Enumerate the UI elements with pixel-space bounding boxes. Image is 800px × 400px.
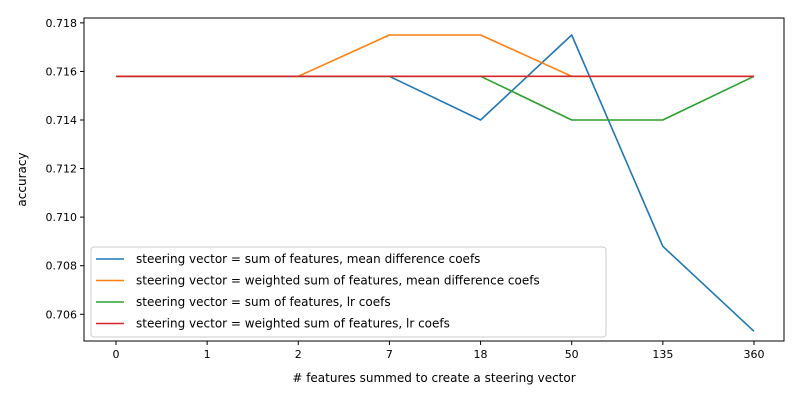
legend-label-4: steering vector = weighted sum of featur…: [136, 317, 450, 331]
x-tick-label: 7: [386, 348, 393, 361]
x-tick-label: 18: [474, 348, 488, 361]
y-axis-label: accuracy: [15, 152, 29, 206]
y-tick-label: 0.716: [46, 65, 78, 78]
y-axis: 0.706 0.708 0.710 0.712 0.714 0.716 0.718: [46, 17, 84, 321]
x-tick-label: 1: [204, 348, 211, 361]
x-axis-label: # features summed to create a steering v…: [292, 371, 575, 385]
x-tick-label: 50: [565, 348, 579, 361]
legend-label-2: steering vector = weighted sum of featur…: [136, 274, 540, 288]
y-tick-label: 0.708: [46, 260, 78, 273]
legend: steering vector = sum of features, mean …: [90, 246, 607, 338]
x-tick-label: 2: [295, 348, 302, 361]
series-line-2: [116, 34, 754, 78]
legend-box: [90, 246, 607, 338]
y-tick-label: 0.714: [46, 114, 78, 127]
x-axis: 0 1 2 7 18 50 135 360: [113, 341, 764, 361]
y-tick-label: 0.706: [46, 308, 78, 321]
x-tick-label: 360: [743, 348, 764, 361]
legend-label-1: steering vector = sum of features, mean …: [136, 252, 480, 266]
plot-lines: [116, 34, 755, 332]
legend-label-3: steering vector = sum of features, lr co…: [136, 295, 391, 309]
x-tick-label: 0: [113, 348, 120, 361]
y-tick-label: 0.712: [46, 163, 78, 176]
y-tick-label: 0.718: [46, 17, 78, 30]
x-tick-label: 135: [652, 348, 673, 361]
y-tick-label: 0.710: [46, 211, 78, 224]
plot-area-frame: [83, 17, 785, 342]
